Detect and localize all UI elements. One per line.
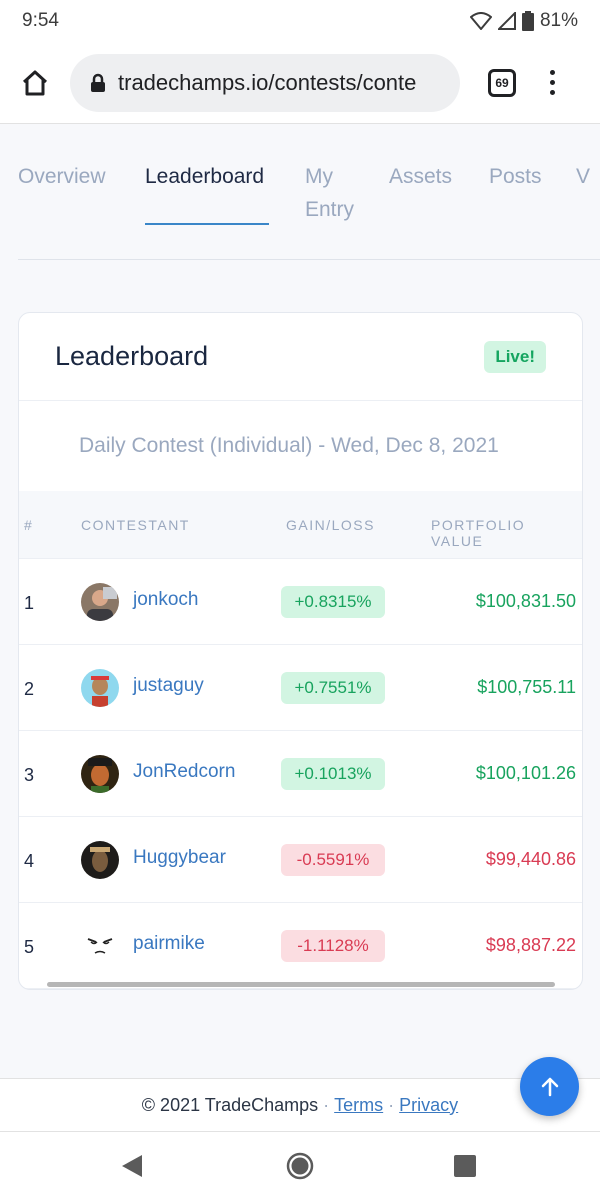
tab-assets[interactable]: Assets	[389, 165, 453, 188]
scroll-to-top-button[interactable]	[520, 1057, 579, 1116]
gain-badge: -0.5591%	[281, 844, 385, 876]
active-tab-indicator	[145, 223, 269, 225]
column-portfolio-value: PORTFOLIO VALUE	[431, 517, 526, 549]
contestant-link[interactable]: Huggybear	[133, 847, 226, 868]
horizontal-scrollbar[interactable]	[47, 982, 555, 987]
address-bar[interactable]: tradechamps.io/contests/conte	[70, 53, 460, 112]
browser-toolbar: tradechamps.io/contests/conte 69	[0, 42, 600, 124]
home-icon	[22, 70, 48, 95]
row-rank: 1	[24, 593, 35, 613]
recents-icon[interactable]	[454, 1155, 476, 1177]
avatar[interactable]	[81, 755, 119, 793]
card-title: Leaderboard	[55, 341, 209, 371]
privacy-link[interactable]: Privacy	[399, 1094, 459, 1115]
avatar-image	[81, 841, 119, 879]
home-nav-icon[interactable]	[286, 1152, 314, 1180]
avatar[interactable]	[81, 583, 119, 621]
table-row: 2 justaguy +0.7551% $100,755.11	[19, 645, 582, 731]
lock-icon	[91, 73, 105, 92]
wifi-icon	[469, 12, 492, 30]
contest-tabs: Overview Leaderboard My Entry Assets Pos…	[18, 124, 600, 260]
battery-icon	[521, 11, 534, 31]
column-gain-loss: GAIN/LOSS	[286, 517, 375, 533]
column-contestant: CONTESTANT	[81, 517, 190, 533]
avatar[interactable]	[81, 927, 119, 965]
menu-dot-icon	[550, 70, 555, 75]
copyright-text: © 2021 TradeChamps	[141, 1094, 319, 1115]
back-icon[interactable]	[120, 1153, 144, 1179]
gain-badge: +0.1013%	[281, 758, 385, 790]
live-badge: Live!	[484, 340, 546, 373]
portfolio-value: $100,755.11	[477, 677, 576, 697]
terms-link[interactable]: Terms	[334, 1094, 384, 1115]
table-row: 3 JonRedcorn +0.1013% $100,101.26	[19, 731, 582, 817]
avatar-image	[81, 583, 119, 621]
table-row: 4 Huggybear -0.5591% $99,440.86	[19, 817, 582, 903]
row-rank: 5	[24, 937, 35, 957]
arrow-up-icon	[541, 1077, 558, 1096]
avatar-image	[81, 669, 119, 707]
portfolio-value: $100,831.50	[475, 591, 576, 611]
portfolio-value: $99,440.86	[485, 849, 576, 869]
portfolio-value: $98,887.22	[485, 935, 576, 955]
gain-badge: +0.8315%	[281, 586, 385, 618]
table-row: 1 jonkoch +0.8315% $100,831.50	[19, 559, 582, 645]
menu-dot-icon	[550, 90, 555, 95]
tab-switcher-button[interactable]: 69	[488, 68, 516, 97]
system-navigation-bar	[0, 1132, 600, 1200]
row-rank: 4	[24, 851, 35, 871]
contestant-link[interactable]: justaguy	[133, 675, 204, 696]
table-row: 5 pairmike -1.1128% $98,887.22	[19, 903, 582, 989]
contestant-link[interactable]: jonkoch	[133, 589, 199, 610]
tab-truncated[interactable]: V	[576, 165, 591, 188]
contest-name: Daily Contest (Individual) - Wed, Dec 8,…	[79, 434, 499, 457]
avatar[interactable]	[81, 669, 119, 707]
row-rank: 3	[24, 765, 35, 785]
battery-percent: 81%	[539, 10, 578, 31]
url-text: tradechamps.io/contests/conte	[118, 69, 417, 95]
card-header: Leaderboard Live!	[19, 313, 582, 401]
contestant-link[interactable]: pairmike	[133, 933, 205, 954]
status-time: 9:54	[22, 10, 59, 31]
table-header: # CONTESTANT GAIN/LOSS PORTFOLIO VALUE	[19, 491, 582, 559]
tab-overview[interactable]: Overview	[18, 165, 106, 188]
avatar-image	[81, 755, 119, 793]
status-bar: 9:54 81%	[0, 0, 600, 42]
portfolio-value: $100,101.26	[475, 763, 576, 783]
column-rank: #	[24, 517, 34, 533]
row-rank: 2	[24, 679, 35, 699]
home-button[interactable]	[18, 66, 52, 100]
page-footer: © 2021 TradeChamps · Terms · Privacy	[0, 1078, 600, 1132]
signal-icon	[497, 12, 516, 30]
leaderboard-card: Leaderboard Live! Daily Contest (Individ…	[18, 312, 583, 990]
avatar-image	[81, 927, 119, 965]
contestant-link[interactable]: JonRedcorn	[133, 761, 236, 782]
gain-badge: -1.1128%	[281, 930, 385, 962]
tab-posts[interactable]: Posts	[489, 165, 542, 188]
gain-badge: +0.7551%	[281, 672, 385, 704]
menu-dot-icon	[550, 80, 555, 85]
tab-leaderboard[interactable]: Leaderboard	[145, 165, 265, 188]
browser-menu-button[interactable]	[550, 70, 555, 95]
tab-my-entry[interactable]: My Entry	[305, 165, 355, 221]
avatar[interactable]	[81, 841, 119, 879]
